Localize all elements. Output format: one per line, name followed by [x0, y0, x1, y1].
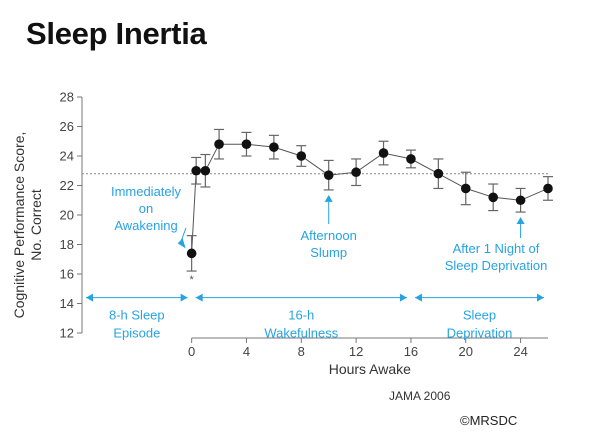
- data-point: [191, 165, 201, 176]
- data-point: [543, 183, 553, 194]
- annotation-immediately-text: on: [139, 201, 153, 216]
- phase-label-wakefulness: 16-h: [288, 308, 314, 323]
- x-tick-label: 24: [513, 344, 527, 359]
- y-tick-label: 22: [60, 178, 74, 193]
- phase-arrowhead-left: [414, 293, 422, 302]
- y-tick-label: 12: [60, 326, 74, 341]
- x-tick-label: 0: [188, 344, 195, 359]
- phase-label-deprivation: Deprivation: [447, 326, 513, 341]
- source-citation: JAMA 2006: [389, 389, 451, 403]
- phase-arrowhead-left: [195, 293, 203, 302]
- data-point: [200, 165, 211, 176]
- y-tick-label: 14: [60, 296, 74, 311]
- data-point: [433, 168, 444, 179]
- phase-label-sleep-episode: 8-h Sleep: [109, 308, 165, 323]
- y-tick-label: 28: [60, 90, 74, 105]
- annotation-after-night-text: Sleep Deprivation: [445, 258, 548, 273]
- data-point: [186, 248, 197, 259]
- annotation-immediately-text: Awakening: [114, 218, 177, 233]
- phase-arrowhead-right: [180, 293, 188, 302]
- data-point: [269, 142, 279, 152]
- data-point: [296, 151, 307, 161]
- phase-arrowhead-left: [86, 293, 93, 302]
- phase-arrowhead-right: [399, 293, 407, 302]
- y-axis-title-line: Cognitive Performance Score,: [11, 132, 27, 319]
- phase-arrowhead-right: [537, 293, 544, 302]
- x-tick-label: 12: [349, 344, 363, 359]
- data-point: [515, 195, 526, 206]
- y-tick-label: 26: [60, 119, 74, 134]
- annotation-afternoon-text: Slump: [310, 245, 347, 260]
- annotation-after-night-arrowhead: [516, 217, 525, 225]
- series-line: [191, 143, 549, 254]
- copyright-notice: ©MRSDC: [460, 413, 518, 428]
- annotation-afternoon-arrowhead: [324, 194, 333, 202]
- phase-label-deprivation: Sleep: [463, 308, 496, 323]
- data-point: [488, 192, 498, 203]
- data-point: [351, 167, 361, 178]
- y-tick-label: 18: [60, 237, 74, 252]
- phase-label-sleep-episode: Episode: [113, 326, 160, 341]
- y-tick-label: 16: [60, 267, 74, 282]
- data-point: [378, 148, 389, 158]
- x-axis-title: Hours Awake: [329, 361, 411, 377]
- data-point: [460, 183, 471, 194]
- y-axis-title: Cognitive Performance Score,No. Correct: [11, 132, 44, 319]
- x-tick-label: 20: [459, 344, 473, 359]
- x-tick-label: 8: [298, 344, 305, 359]
- annotation-after-night-text: After 1 Night of: [453, 241, 540, 256]
- y-tick-label: 24: [60, 149, 74, 164]
- annotation-immediately-arrowhead: [177, 238, 186, 249]
- slide-title: Sleep Inertia: [26, 16, 207, 51]
- annotation-immediately-text: Immediately: [111, 184, 182, 199]
- x-tick-label: 16: [404, 344, 418, 359]
- annotation-afternoon-text: Afternoon: [301, 228, 357, 243]
- data-point: [241, 139, 252, 149]
- y-tick-label: 20: [60, 208, 74, 223]
- data-point: [323, 170, 334, 180]
- significance-marker: *: [190, 274, 195, 286]
- y-axis-title-line: No. Correct: [28, 189, 44, 261]
- data-point: [406, 154, 416, 164]
- phase-label-wakefulness: Wakefulness: [264, 326, 338, 341]
- data-point: [214, 139, 224, 149]
- x-tick-label: 4: [243, 344, 250, 359]
